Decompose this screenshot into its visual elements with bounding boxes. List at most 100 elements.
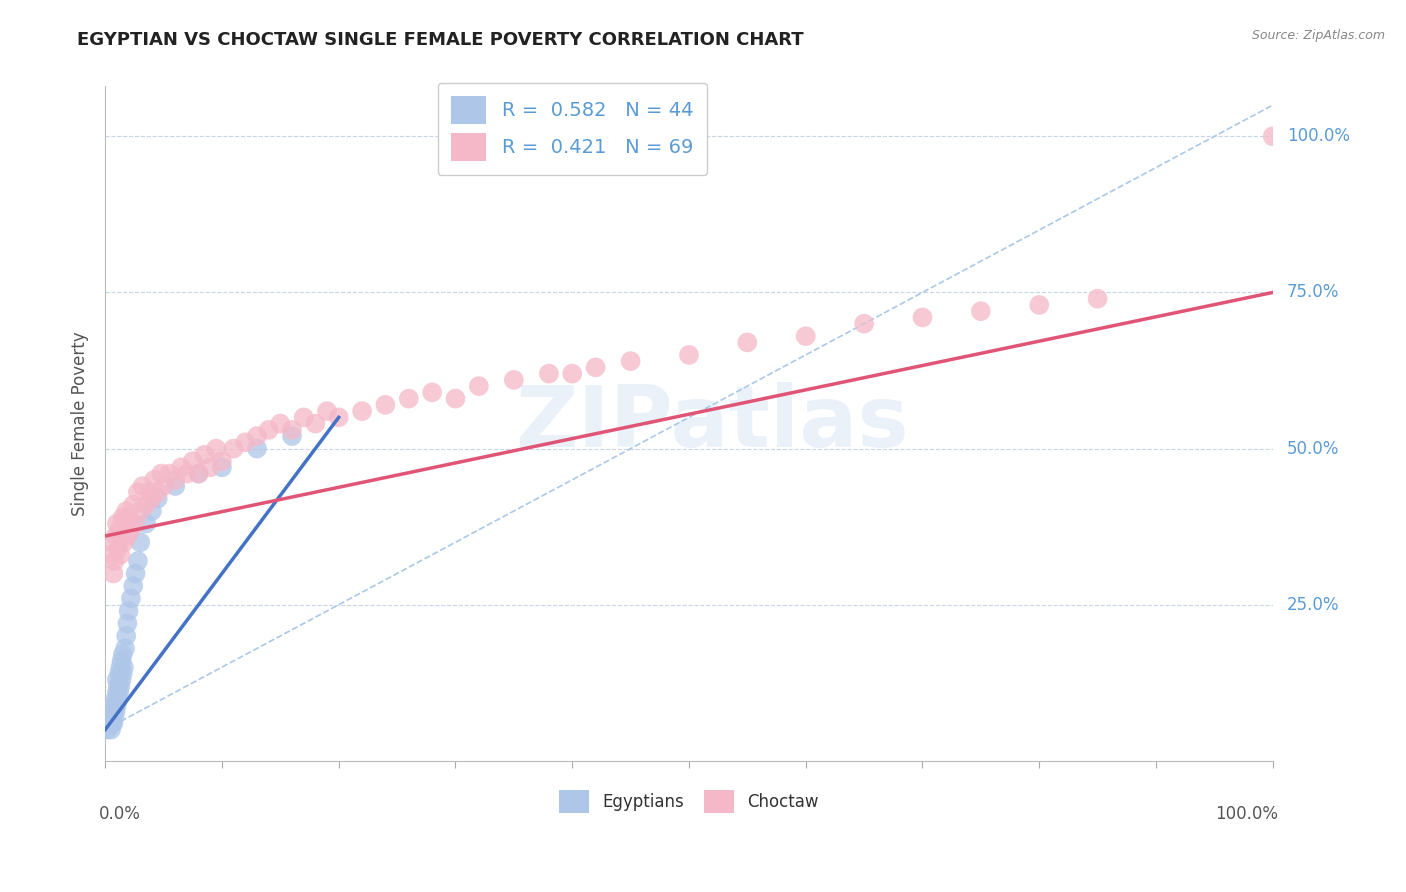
Point xyxy=(124,566,146,581)
Point xyxy=(502,373,524,387)
Point xyxy=(110,529,132,543)
Point xyxy=(101,535,124,549)
Point xyxy=(120,523,142,537)
Point xyxy=(187,467,209,481)
Point xyxy=(110,673,132,687)
Y-axis label: Single Female Poverty: Single Female Poverty xyxy=(72,331,89,516)
Point xyxy=(114,641,136,656)
Point xyxy=(111,666,134,681)
Point xyxy=(97,716,120,731)
Point xyxy=(110,548,132,562)
Point xyxy=(620,354,643,368)
Point xyxy=(146,491,169,506)
Point xyxy=(129,504,152,518)
Point xyxy=(108,685,131,699)
Point xyxy=(100,548,122,562)
Point xyxy=(537,367,560,381)
Point xyxy=(420,385,443,400)
Text: 75.0%: 75.0% xyxy=(1286,284,1339,301)
Text: 25.0%: 25.0% xyxy=(1286,596,1340,614)
Point xyxy=(200,460,222,475)
Point xyxy=(127,554,149,568)
Point xyxy=(246,442,269,456)
Point xyxy=(98,710,121,724)
Point xyxy=(561,367,583,381)
Point xyxy=(246,429,269,443)
Text: EGYPTIAN VS CHOCTAW SINGLE FEMALE POVERTY CORRELATION CHART: EGYPTIAN VS CHOCTAW SINGLE FEMALE POVERT… xyxy=(77,31,804,49)
Point xyxy=(115,629,138,643)
Point xyxy=(112,535,135,549)
Point xyxy=(108,523,131,537)
Point xyxy=(111,648,134,662)
Point xyxy=(138,485,160,500)
Point xyxy=(127,485,149,500)
Point xyxy=(911,310,934,325)
Point xyxy=(176,467,198,481)
Point xyxy=(111,510,134,524)
Point xyxy=(107,691,129,706)
Point xyxy=(141,491,163,506)
Point xyxy=(205,442,228,456)
Point xyxy=(141,504,163,518)
Point xyxy=(281,429,304,443)
Point xyxy=(105,685,128,699)
Point xyxy=(104,691,127,706)
Point xyxy=(105,516,128,531)
Point xyxy=(170,460,193,475)
Point xyxy=(100,723,122,737)
Point xyxy=(150,467,173,481)
Point xyxy=(135,498,157,512)
Point xyxy=(103,566,125,581)
Text: Source: ZipAtlas.com: Source: ZipAtlas.com xyxy=(1251,29,1385,42)
Point xyxy=(101,710,124,724)
Point xyxy=(146,485,169,500)
Point xyxy=(211,460,233,475)
Point xyxy=(122,579,145,593)
Point xyxy=(165,473,187,487)
Text: 100.0%: 100.0% xyxy=(1216,805,1278,822)
Point xyxy=(105,698,128,712)
Point xyxy=(1261,129,1284,144)
Point xyxy=(853,317,876,331)
Point xyxy=(105,673,128,687)
Point xyxy=(117,604,139,618)
Point xyxy=(110,679,132,693)
Text: 100.0%: 100.0% xyxy=(1286,128,1350,145)
Point xyxy=(120,591,142,606)
Point xyxy=(112,660,135,674)
Point xyxy=(269,417,291,431)
Point xyxy=(143,473,166,487)
Point xyxy=(135,516,157,531)
Text: 50.0%: 50.0% xyxy=(1286,440,1339,458)
Point xyxy=(103,710,125,724)
Point xyxy=(104,704,127,718)
Point xyxy=(374,398,396,412)
Point xyxy=(292,410,315,425)
Point xyxy=(96,723,118,737)
Point xyxy=(108,666,131,681)
Point xyxy=(159,467,181,481)
Point xyxy=(737,335,759,350)
Point xyxy=(104,529,127,543)
Point xyxy=(304,417,326,431)
Point xyxy=(352,404,374,418)
Point xyxy=(117,510,139,524)
Point xyxy=(165,479,187,493)
Point xyxy=(100,704,122,718)
Point xyxy=(181,454,204,468)
Point xyxy=(222,442,245,456)
Point xyxy=(444,392,467,406)
Point xyxy=(211,454,233,468)
Point xyxy=(233,435,256,450)
Point xyxy=(103,554,125,568)
Text: ZIPatlas: ZIPatlas xyxy=(516,382,910,465)
Point xyxy=(107,541,129,556)
Point xyxy=(281,423,304,437)
Point xyxy=(124,516,146,531)
Point xyxy=(193,448,215,462)
Point xyxy=(187,467,209,481)
Point xyxy=(257,423,280,437)
Point xyxy=(103,704,125,718)
Point xyxy=(468,379,491,393)
Point xyxy=(1028,298,1050,312)
